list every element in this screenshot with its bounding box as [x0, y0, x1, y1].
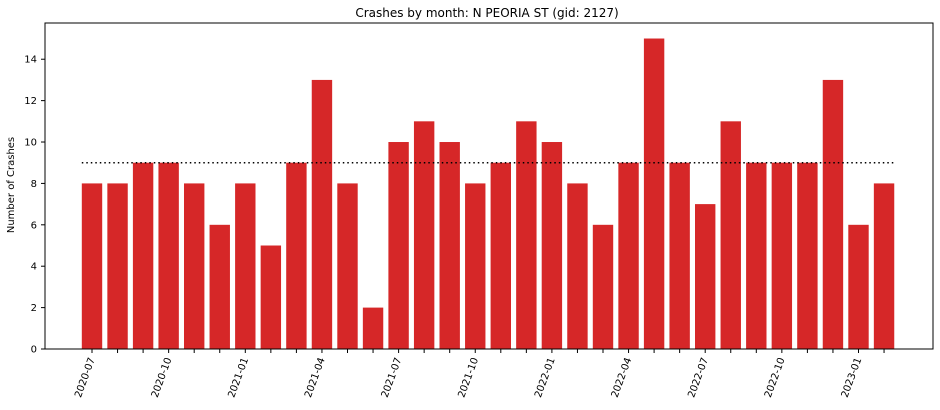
- bar-2021-12: [516, 121, 537, 349]
- bar-2021-10: [465, 183, 486, 349]
- x-tick-label: 2022-04: [610, 356, 635, 399]
- bar-2021-11: [490, 162, 511, 349]
- bar-2022-05: [643, 38, 665, 350]
- x-tick-label: 2022-10: [763, 356, 788, 399]
- y-tick-label: 0: [31, 345, 37, 356]
- bar-2021-04: [311, 79, 333, 350]
- bar-2022-10: [771, 162, 793, 349]
- bar-2021-09: [439, 142, 460, 349]
- bar-2021-06: [362, 307, 384, 349]
- y-tick-label: 2: [31, 303, 37, 314]
- x-tick-label: 2022-07: [686, 356, 711, 399]
- bar-2021-07: [388, 142, 409, 349]
- y-tick-label: 6: [31, 220, 37, 231]
- bar-2022-02: [567, 183, 588, 349]
- plot-frame: [44, 22, 934, 350]
- bar-2021-02: [260, 245, 282, 349]
- bar-2023-02: [873, 183, 895, 349]
- bar-2021-08: [413, 121, 435, 349]
- bar-2020-07: [81, 183, 103, 349]
- bar-2020-12: [209, 224, 230, 349]
- x-tick-label: 2021-01: [226, 356, 251, 399]
- x-tick-label: 2021-10: [456, 356, 481, 399]
- y-tick-label: 8: [31, 179, 37, 190]
- x-tick-label: 2022-01: [533, 356, 558, 399]
- x-tick-label: 2021-04: [303, 356, 328, 399]
- bar-2021-01: [235, 183, 256, 349]
- bar-2022-08: [720, 121, 741, 349]
- bar-2020-08: [107, 183, 128, 349]
- x-tick-label: 2023-01: [840, 356, 865, 399]
- x-tick-label: 2021-07: [380, 356, 405, 399]
- bar-2022-01: [541, 142, 563, 349]
- bar-2020-11: [184, 183, 205, 349]
- bar-2020-09: [132, 162, 154, 349]
- y-tick-label: 4: [31, 262, 37, 273]
- bar-2022-11: [797, 162, 818, 349]
- bar-2022-12: [822, 79, 844, 350]
- bars-layer: [81, 38, 895, 350]
- axes-layer: [44, 22, 934, 350]
- bar-2020-10: [158, 162, 179, 349]
- y-axis-label: Number of Crashes: [6, 137, 17, 233]
- chart-title: Crashes by month: N PEORIA ST (gid: 2127…: [355, 6, 618, 20]
- bar-2022-06: [669, 162, 690, 349]
- bar-2021-05: [337, 183, 358, 349]
- bar-2022-07: [695, 204, 716, 349]
- bar-2021-03: [286, 162, 307, 349]
- bar-2022-09: [746, 162, 767, 349]
- bar-2022-04: [618, 162, 639, 349]
- y-tick-label: 12: [24, 96, 37, 107]
- y-tick-label: 14: [24, 55, 37, 66]
- x-tick-label: 2020-10: [150, 356, 175, 399]
- bar-2023-01: [848, 224, 869, 349]
- x-tick-label: 2020-07: [73, 356, 98, 399]
- y-tick-label: 10: [24, 138, 37, 149]
- bar-2022-03: [592, 224, 614, 349]
